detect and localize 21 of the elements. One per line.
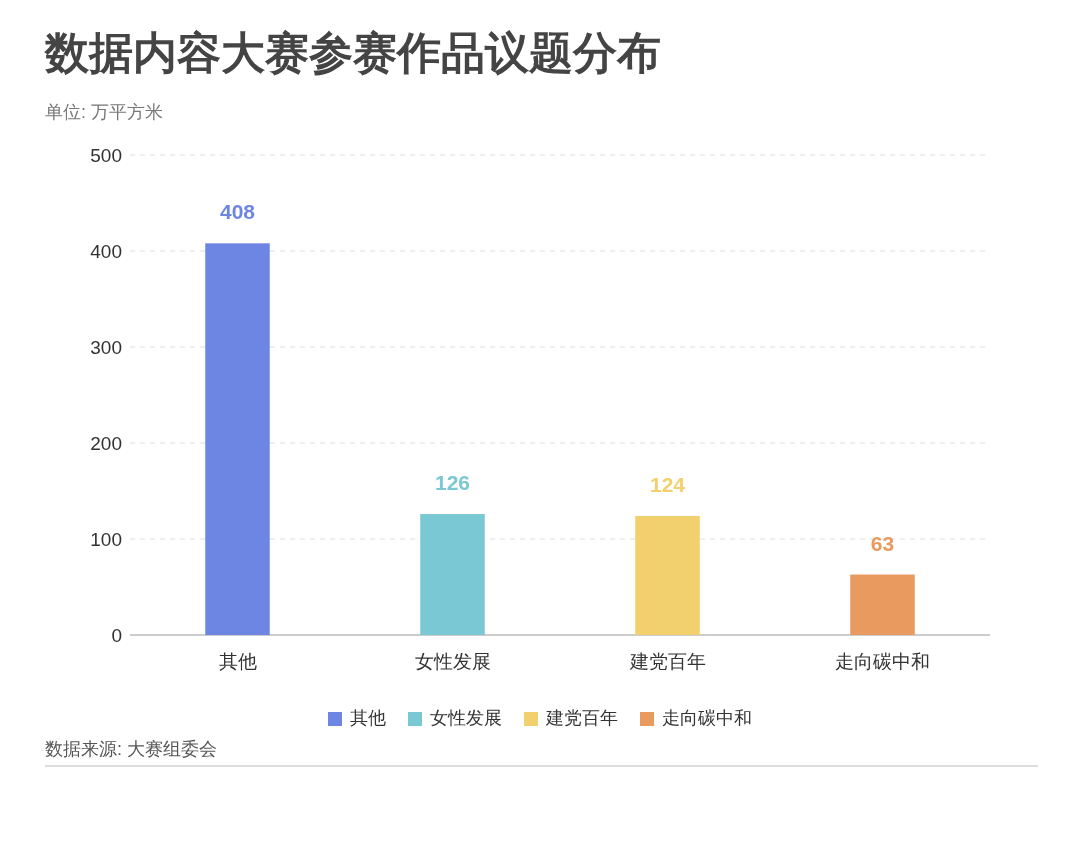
- data-label: 63: [870, 531, 895, 555]
- y-tick-label: 300: [90, 337, 122, 358]
- x-tick-label: 其他: [218, 651, 257, 672]
- source-note: 数据来源: 大赛组委会: [45, 739, 218, 759]
- legend-label: 其他: [350, 708, 386, 728]
- chart-subtitle: 单位: 万平方米: [45, 102, 164, 122]
- data-label: 126: [434, 471, 471, 495]
- data-label: 408: [219, 200, 256, 224]
- y-tick-label: 500: [90, 145, 122, 166]
- y-tick-label: 200: [90, 433, 122, 454]
- x-tick-label: 走向碳中和: [835, 651, 930, 672]
- legend-label: 走向碳中和: [662, 708, 752, 728]
- x-tick-label: 女性发展: [414, 651, 491, 672]
- y-tick-label: 0: [111, 625, 122, 646]
- chart-title: 数据内容大赛参赛作品议题分布: [44, 28, 661, 77]
- y-tick-label: 100: [90, 529, 122, 550]
- data-label: 124: [649, 472, 686, 496]
- legend-label: 建党百年: [545, 708, 618, 728]
- y-tick-label: 400: [90, 241, 122, 262]
- x-tick-label: 建党百年: [628, 651, 706, 672]
- legend-label: 女性发展: [430, 708, 502, 728]
